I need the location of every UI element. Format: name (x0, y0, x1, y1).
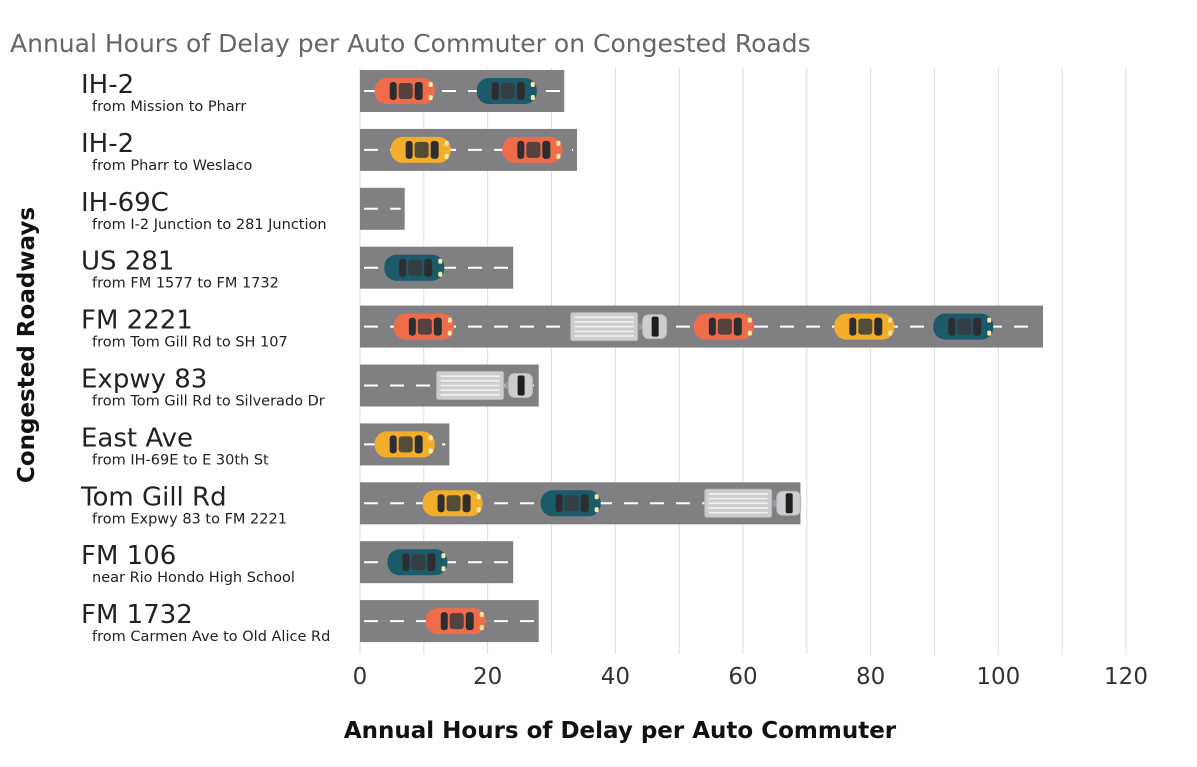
road-segment-label: from I-2 Junction to 281 Junction (92, 217, 327, 233)
x-tick-label: 0 (353, 664, 368, 690)
chart-title: Annual Hours of Delay per Auto Commuter … (10, 29, 811, 58)
x-tick-label: 120 (1104, 664, 1148, 690)
road-name-label: East Ave (81, 423, 193, 453)
road-name-label: FM 1732 (81, 600, 193, 630)
road-segment-label: from Expwy 83 to FM 2221 (92, 511, 287, 527)
vehicles (374, 78, 994, 635)
road-name-label: Expwy 83 (81, 365, 207, 395)
car-icon (502, 136, 563, 163)
car-icon (387, 549, 448, 576)
car-icon (425, 608, 486, 635)
road-segment-label: from Tom Gill Rd to SH 107 (92, 335, 288, 351)
x-axis-ticks: 0 20 40 60 80 100 120 (353, 664, 1148, 690)
road-name-label: FM 106 (81, 541, 176, 571)
x-tick-label: 60 (728, 664, 757, 690)
truck-icon (704, 488, 802, 518)
y-axis-title: Congested Roadways (14, 207, 40, 483)
x-axis-title: Annual Hours of Delay per Auto Commuter (344, 718, 897, 744)
x-tick-label: 100 (976, 664, 1020, 690)
car-icon (374, 78, 435, 104)
road-name-label: IH-2 (81, 129, 134, 159)
road-bars (360, 70, 1044, 643)
road-name-label: Tom Gill Rd (80, 482, 227, 512)
car-icon (393, 313, 454, 340)
car-icon (933, 313, 994, 340)
truck-icon (570, 312, 668, 342)
truck-icon (436, 371, 534, 400)
x-tick-label: 20 (473, 664, 502, 690)
car-icon (374, 431, 435, 458)
car-icon (390, 136, 451, 163)
road-name-label: FM 2221 (81, 306, 193, 336)
car-icon (834, 313, 895, 340)
road-segment-label: from Tom Gill Rd to Silverado Dr (92, 394, 325, 410)
car-icon (422, 490, 483, 517)
road-segment-label: from Carmen Ave to Old Alice Rd (92, 629, 330, 645)
x-tick-label: 40 (601, 664, 630, 690)
road-name-label: IH-2 (81, 70, 134, 100)
road-segment-label: from FM 1577 to FM 1732 (92, 276, 279, 292)
road-segment-label: from Pharr to Weslaco (92, 158, 252, 174)
car-icon (693, 313, 754, 340)
road-segment-label: near Rio Hondo High School (92, 570, 295, 586)
road-segment-label: from IH-69E to E 30th St (92, 452, 269, 468)
car-icon (540, 490, 601, 517)
x-tick-label: 80 (856, 664, 885, 690)
road-segment-label: from Mission to Pharr (92, 99, 246, 115)
car-icon (384, 254, 445, 281)
road-name-label: US 281 (81, 247, 174, 277)
road-name-label: IH-69C (81, 188, 169, 218)
car-icon (476, 78, 537, 104)
